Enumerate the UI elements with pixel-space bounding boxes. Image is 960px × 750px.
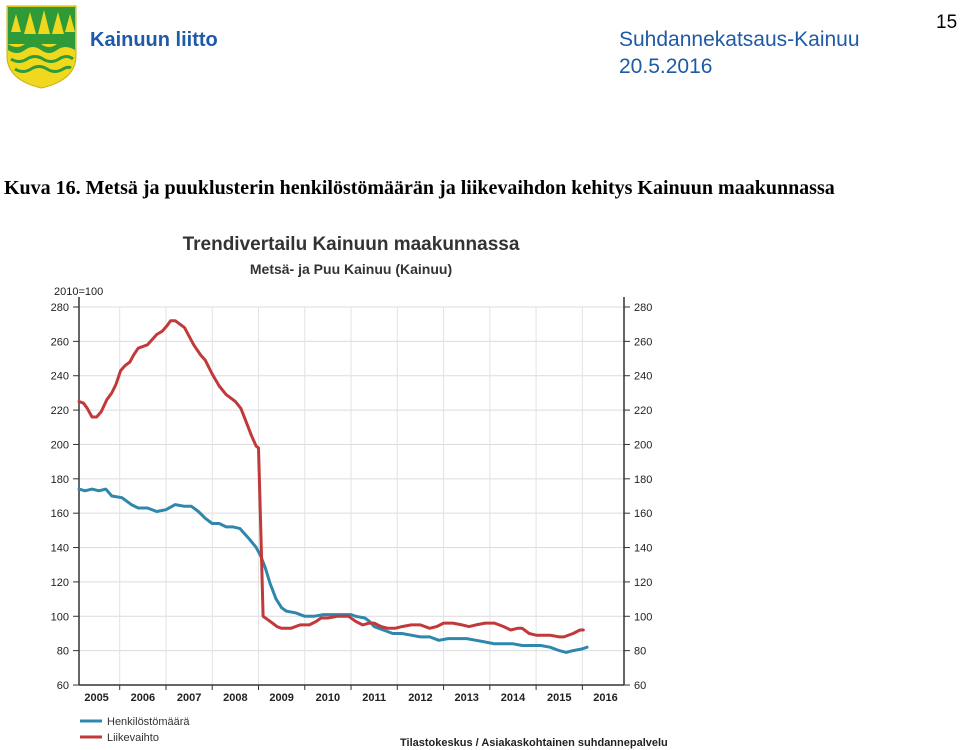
- y-tick-label: 140: [51, 543, 69, 555]
- legend-label-liikevaihto: Liikevaihto: [107, 732, 159, 744]
- y-tick-label-right: 180: [634, 474, 652, 486]
- y-tick-label-right: 240: [634, 371, 652, 383]
- y-tick-label-right: 160: [634, 508, 652, 520]
- y-tick-label: 60: [57, 680, 69, 692]
- x-tick-label: 2007: [177, 692, 201, 704]
- series-line-henkilostomaara: [77, 487, 589, 654]
- axes: 60 60 80 80 100 100 120 120 140 140 160 160 180 180 20…: [51, 297, 652, 704]
- chart-title: Trendivertailu Kainuun maakunnassa: [183, 234, 520, 255]
- x-tick-label: 2014: [501, 692, 526, 704]
- legend: Henkilöstömäärä Liikevaihto: [80, 716, 190, 744]
- y-tick-label: 220: [51, 405, 69, 417]
- y-tick-label: 180: [51, 474, 69, 486]
- x-tick-label: 2010: [316, 692, 340, 704]
- report-title: Suhdannekatsaus-Kainuu: [619, 28, 860, 51]
- y-tick-label-right: 140: [634, 543, 652, 555]
- series-line-liikevaihto: [77, 319, 585, 639]
- y-tick-label-right: 220: [634, 405, 652, 417]
- x-tick-label: 2005: [84, 692, 108, 704]
- index-label: 2010=100: [54, 286, 103, 298]
- source-note: Tilastokeskus / Asiakaskohtainen suhdann…: [400, 737, 668, 749]
- series: [77, 319, 589, 654]
- page-number: 15: [936, 12, 958, 33]
- y-tick-label: 80: [57, 646, 69, 658]
- x-tick-label: 2006: [131, 692, 155, 704]
- y-tick-label: 240: [51, 371, 69, 383]
- y-tick-label-right: 200: [634, 439, 652, 451]
- x-tick-label: 2013: [454, 692, 478, 704]
- coat-of-arms-icon: [6, 5, 77, 89]
- report-date: 20.5.2016: [619, 55, 713, 78]
- chart-subtitle: Metsä- ja Puu Kainuu (Kainuu): [250, 261, 452, 277]
- x-tick-label: 2015: [547, 692, 571, 704]
- x-tick-label: 2009: [269, 692, 293, 704]
- y-tick-label-right: 100: [634, 611, 652, 623]
- x-tick-label: 2016: [593, 692, 617, 704]
- x-tick-label: 2012: [408, 692, 432, 704]
- y-tick-label: 260: [51, 336, 69, 348]
- y-tick-label: 160: [51, 508, 69, 520]
- figure-caption: Kuva 16. Metsä ja puuklusterin henkilöst…: [4, 177, 835, 199]
- y-tick-label-right: 260: [634, 336, 652, 348]
- y-tick-label-right: 60: [634, 680, 646, 692]
- y-tick-label: 120: [51, 577, 69, 589]
- x-tick-label: 2011: [362, 692, 386, 704]
- y-tick-label-right: 280: [634, 302, 652, 314]
- legend-label-henkilostomaara: Henkilöstömäärä: [107, 716, 190, 728]
- y-tick-label-right: 80: [634, 646, 646, 658]
- y-tick-label: 280: [51, 302, 69, 314]
- org-name: Kainuun liitto: [90, 29, 218, 51]
- y-tick-label: 100: [51, 611, 69, 623]
- x-tick-label: 2008: [223, 692, 247, 704]
- y-tick-label: 200: [51, 439, 69, 451]
- trend-chart: Trendivertailu Kainuun maakunnassa Metsä…: [51, 234, 668, 749]
- y-tick-label-right: 120: [634, 577, 652, 589]
- grid: [79, 306, 624, 686]
